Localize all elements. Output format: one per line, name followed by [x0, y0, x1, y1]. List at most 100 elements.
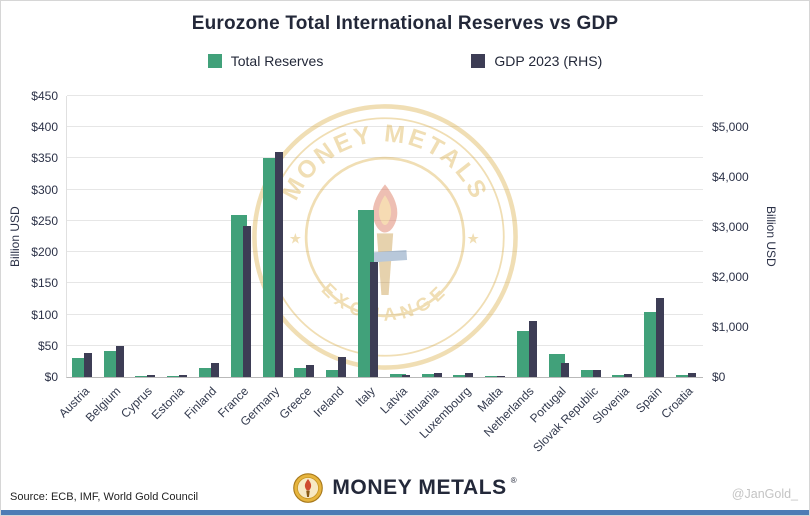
left-y-tick-label: $250	[31, 213, 58, 228]
gridline	[67, 282, 703, 284]
total-reserves-bar	[294, 368, 311, 377]
author-handle: @JanGold_	[731, 487, 798, 501]
total-reserves-bar	[167, 375, 184, 377]
bar-group	[608, 96, 640, 377]
footer-logo-text: MONEY METALS	[332, 476, 507, 499]
gdp-bar	[242, 225, 251, 377]
gdp-bar	[529, 321, 538, 377]
x-axis-label: Cyprus	[118, 384, 156, 421]
gridline	[67, 188, 703, 190]
gridline	[67, 126, 703, 128]
bar-group	[226, 96, 258, 377]
registered-mark: ®	[510, 476, 517, 485]
source-note: Source: ECB, IMF, World Gold Council	[10, 491, 199, 503]
total-reserves-bar	[676, 375, 693, 377]
total-reserves-bar	[453, 375, 470, 377]
right-y-tick-label: $4,000	[712, 170, 749, 185]
right-y-tick-label: $3,000	[712, 220, 749, 235]
x-axis-label: Finland	[181, 384, 220, 422]
x-axis-label: Croatia	[658, 384, 697, 422]
bar-group	[321, 96, 353, 377]
total-reserves-bar	[326, 370, 343, 377]
legend-label-gdp: GDP 2023 (RHS)	[494, 53, 603, 69]
legend: Total Reserves GDP 2023 (RHS)	[0, 53, 810, 69]
gdp-bar	[83, 353, 92, 377]
bar-group	[576, 96, 608, 377]
gdp-bar	[370, 262, 379, 377]
gridline	[67, 313, 703, 315]
gdp-bar	[656, 298, 665, 377]
gdp-bar	[306, 365, 315, 377]
left-axis-title: Billion USD	[8, 206, 22, 267]
bar-group	[290, 96, 322, 377]
gridline	[67, 219, 703, 221]
legend-item-total-reserves: Total Reserves	[207, 53, 324, 69]
left-y-tick-label: $450	[31, 89, 58, 103]
right-y-tick-label: $5,000	[712, 120, 749, 135]
left-y-tick-label: $200	[31, 245, 58, 260]
bottom-accent-bar	[0, 510, 810, 516]
bar-group	[162, 96, 194, 377]
gdp-bar	[179, 375, 188, 377]
gdp-bar	[115, 345, 124, 377]
gridline	[67, 344, 703, 346]
total-reserves-bar	[199, 367, 216, 377]
gdp-bar	[560, 362, 569, 377]
gdp-bar	[401, 374, 410, 377]
chart-title: Eurozone Total International Reserves vs…	[191, 13, 619, 34]
bar-group	[353, 96, 385, 377]
legend-swatch-total-reserves	[207, 54, 222, 68]
bar-group	[671, 96, 703, 377]
bar-group	[99, 96, 131, 377]
x-axis-label: Estonia	[149, 384, 188, 423]
gridline	[67, 95, 703, 96]
right-y-tick-label: $2,000	[712, 270, 749, 285]
gridlines	[67, 95, 703, 377]
gdp-bar	[338, 356, 347, 377]
bar-group	[449, 96, 481, 377]
gdp-bar	[497, 376, 506, 377]
legend-label-total-reserves: Total Reserves	[230, 53, 324, 69]
bar-group	[385, 96, 417, 377]
bar-group	[544, 96, 576, 377]
left-y-tick-label: $0	[44, 370, 58, 384]
bar-group	[512, 96, 544, 377]
total-reserves-bar	[135, 375, 152, 377]
total-reserves-bar	[612, 375, 629, 377]
bars-layer	[67, 96, 703, 377]
gridline	[67, 251, 703, 253]
gdp-bar	[147, 375, 156, 377]
right-y-tick-label: $0	[712, 370, 726, 384]
total-reserves-bar	[421, 373, 438, 377]
right-axis-title: Billion USD	[764, 206, 778, 267]
gdp-bar	[624, 373, 633, 377]
bar-group	[417, 96, 449, 377]
gridline	[67, 157, 703, 159]
right-y-tick-label: $1,000	[712, 320, 749, 335]
bar-group	[67, 96, 99, 377]
left-y-tick-label: $50	[37, 338, 58, 353]
gdp-bar	[592, 370, 601, 377]
gdp-bar	[465, 372, 474, 377]
x-axis-label: Italy	[352, 384, 379, 410]
x-axis-label: Ireland	[310, 384, 347, 420]
legend-item-gdp: GDP 2023 (RHS)	[471, 53, 602, 69]
legend-swatch-gdp	[471, 54, 486, 68]
left-y-tick-label: $100	[31, 307, 58, 322]
left-y-tick-label: $400	[31, 120, 58, 135]
gdp-bar	[211, 363, 220, 377]
footer-logo: MONEY METALS ®	[0, 473, 810, 503]
bar-group	[258, 96, 290, 377]
gdp-bar	[433, 373, 442, 377]
left-y-tick-label: $300	[31, 182, 58, 197]
total-reserves-bar	[580, 370, 597, 377]
gdp-bar	[688, 373, 697, 377]
bar-group	[194, 96, 226, 377]
bar-group	[480, 96, 512, 377]
bar-group	[131, 96, 163, 377]
total-reserves-bar	[389, 373, 406, 377]
money-metals-coin-icon	[293, 473, 324, 503]
plot-area: MONEY METALS EXCHANGE ★ ★ $0$50$100$150$…	[31, 90, 748, 383]
gdp-bar	[274, 152, 283, 377]
